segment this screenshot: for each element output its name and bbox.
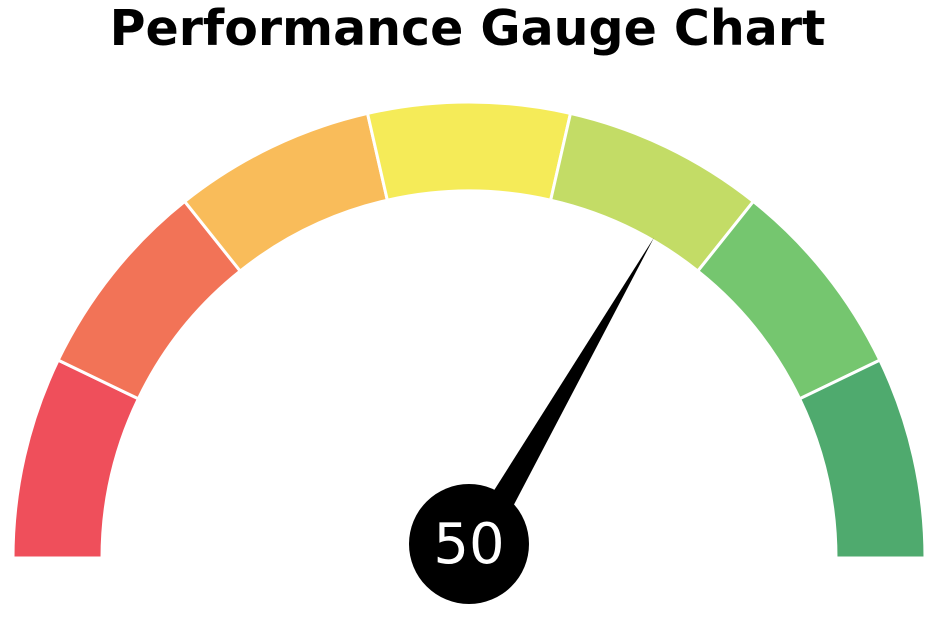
chart-title: Performance Gauge Chart (109, 0, 826, 57)
gauge-segment-7 (797, 358, 927, 560)
gauge-value-label: 50 (433, 512, 504, 577)
gauge-needle-group (482, 237, 654, 522)
gauge-segments (11, 100, 927, 560)
gauge-needle (482, 237, 654, 522)
gauge-hub (409, 484, 529, 604)
gauge-segment-4 (365, 100, 573, 202)
